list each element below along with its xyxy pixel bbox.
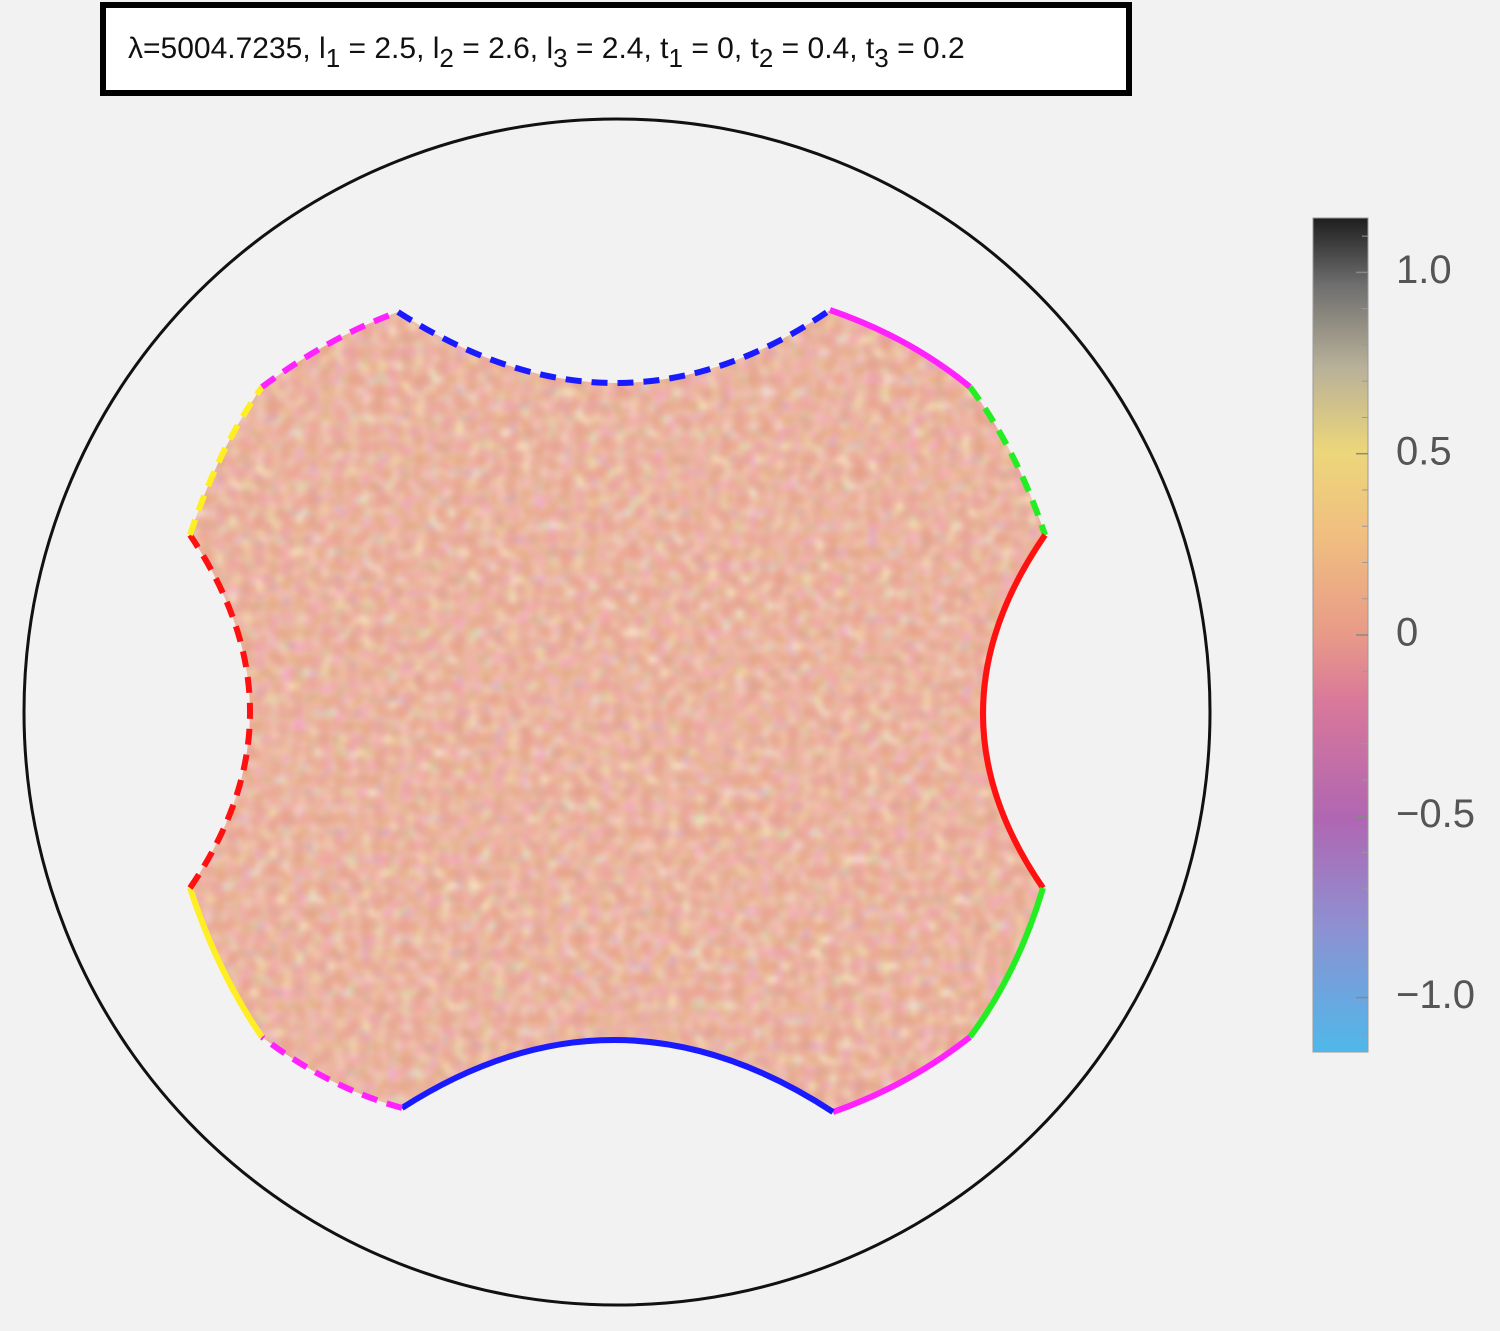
header-text: λ=5004.7235, l1 = 2.5, l2 = 2.6, l3 = 2.…	[128, 32, 965, 73]
param-sub: 3	[553, 43, 567, 73]
param-sub: 1	[326, 43, 340, 73]
boundary-edge	[400, 1037, 835, 1115]
colorbar-axis: 1.0 0.5 0 −0.5 −1.0	[1356, 235, 1475, 1035]
separator: ,	[302, 32, 319, 65]
eigenfunction-pattern	[190, 310, 1045, 1112]
colorbar-tick-label: −0.5	[1396, 792, 1475, 836]
boundary-edge	[187, 533, 253, 890]
boundary-edge	[967, 887, 1046, 1039]
param-name: t	[866, 32, 875, 65]
param-name: l	[433, 32, 440, 65]
boundary-edge	[967, 385, 1048, 536]
param-sub: 2	[759, 43, 773, 73]
param-value: = 2.6	[454, 32, 530, 65]
param-value: = 2.4	[568, 32, 644, 65]
separator: ,	[644, 32, 661, 65]
boundary-edge	[260, 1034, 403, 1111]
param-sub: 3	[874, 43, 888, 73]
boundary-edge	[832, 1034, 972, 1115]
param-value: = 0.2	[889, 32, 965, 65]
separator: ,	[416, 32, 433, 65]
header-box	[100, 2, 1132, 96]
boundary-edge	[829, 307, 972, 390]
domain	[187, 307, 1048, 1115]
param-name: l	[546, 32, 553, 65]
boundary-edge	[396, 307, 832, 386]
param-name: l	[319, 32, 326, 65]
colorbar-tick-label: 0.5	[1396, 429, 1452, 473]
colorbar-tick-label: −1.0	[1396, 973, 1475, 1017]
param-value: = 0	[683, 32, 734, 65]
separator: ,	[734, 32, 751, 65]
param-sub: 2	[439, 43, 453, 73]
disk-boundary	[22, 117, 1212, 1307]
separator: ,	[849, 32, 866, 65]
param-name: t	[751, 32, 760, 65]
separator: ,	[530, 32, 547, 65]
boundary-edge	[260, 309, 400, 390]
boundary-edge	[980, 533, 1048, 890]
lambda: λ=5004.7235	[128, 32, 302, 65]
param-value: = 0.4	[773, 32, 849, 65]
colorbar-tick-label: 0	[1396, 611, 1418, 655]
boundary-edge	[187, 385, 265, 536]
param-name: t	[660, 32, 669, 65]
param-sub: 1	[669, 43, 683, 73]
boundary-edge	[187, 887, 265, 1039]
colorbar-tick-label: 1.0	[1396, 248, 1452, 292]
param-value: = 2.5	[340, 32, 416, 65]
